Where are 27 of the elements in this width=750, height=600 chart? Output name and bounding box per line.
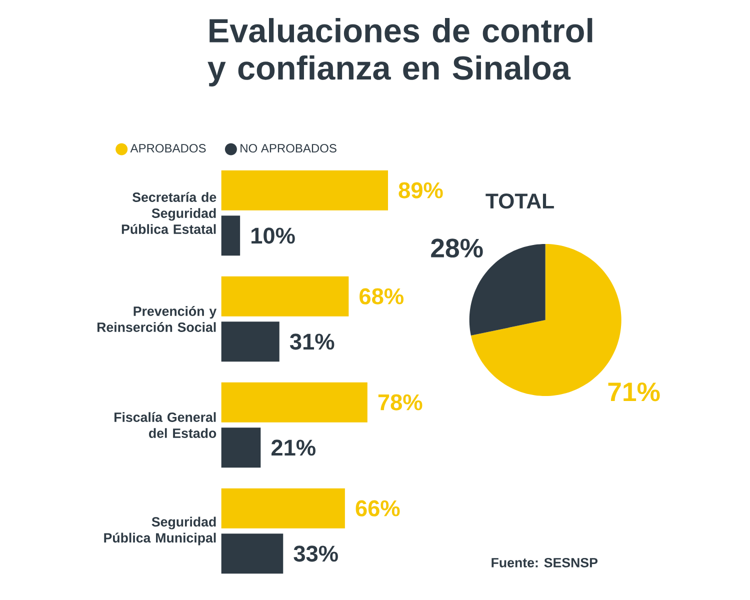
bar [221, 276, 349, 316]
data-label: 71% [608, 382, 660, 402]
y-tick-label: Seguridad Pública Municipal [104, 516, 216, 546]
legend-label: APROBADOS [130, 144, 206, 153]
data-label: 33% [294, 546, 338, 562]
data-label: 21% [272, 440, 316, 456]
data-label: 78% [378, 394, 422, 410]
data-label: 89% [398, 182, 443, 198]
chart-title: Evaluaciones de control y confianza en Sinaloa [208, 18, 592, 86]
data-label: 31% [290, 334, 334, 350]
bar [221, 170, 388, 210]
bar [221, 488, 345, 528]
data-label: 66% [356, 500, 400, 516]
chart-title: TOTAL [486, 194, 554, 209]
data-label: 10% [252, 228, 295, 244]
bar [221, 382, 368, 422]
bar [221, 534, 284, 574]
source-note: Fuente: SESNSP [492, 558, 598, 568]
legend-label: NO APROBADOS [240, 144, 336, 153]
y-tick-label: Secretaría de Seguridad Pública Estatal [122, 192, 216, 234]
data-label: 28% [431, 238, 483, 258]
bar [221, 428, 261, 468]
data-label: 68% [360, 288, 404, 304]
bar [221, 322, 280, 362]
bar [221, 216, 240, 256]
y-tick-label: Prevención y Reinserción Social [97, 306, 217, 332]
y-tick-label: Fiscalía General del Estado [114, 412, 216, 438]
